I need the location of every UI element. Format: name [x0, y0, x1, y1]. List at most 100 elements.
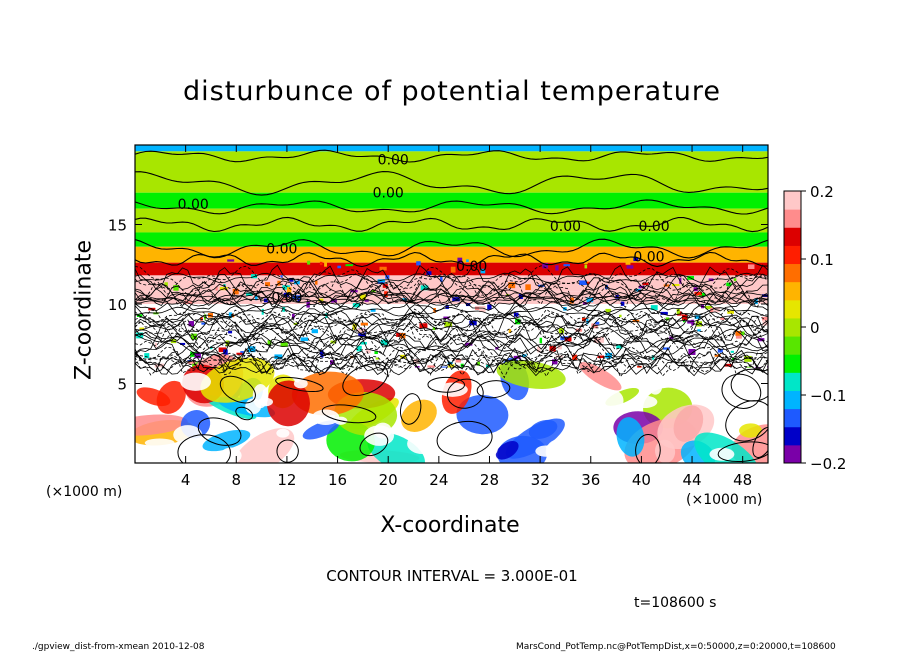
field-speckle	[477, 361, 480, 366]
time-stamp: t=108600 s	[634, 595, 717, 611]
field-speckle	[503, 281, 512, 285]
field-speckle	[466, 259, 469, 263]
field-speckle	[744, 355, 752, 362]
field-speckle	[136, 332, 144, 339]
field-speckle	[291, 313, 295, 319]
field-speckle	[337, 265, 342, 269]
field-swirl	[604, 390, 624, 411]
field-speckle	[698, 292, 706, 297]
field-layer	[135, 246, 768, 263]
field-speckle	[164, 282, 168, 287]
contour-line	[427, 376, 465, 393]
field-speckle	[300, 337, 309, 342]
field-swirl	[144, 438, 175, 448]
field-speckle	[419, 323, 428, 329]
colorbar-swatch	[784, 281, 801, 301]
field-speckle	[480, 268, 486, 274]
contour-line	[135, 353, 768, 375]
field-speckle	[194, 352, 201, 359]
colorbar-tick-label: 0.1	[810, 251, 834, 269]
field-speckle	[735, 330, 741, 336]
contour-line	[197, 417, 242, 446]
contour-line	[135, 318, 768, 339]
field-speckle	[413, 359, 420, 364]
field-swirl	[407, 433, 438, 455]
field-speckle	[724, 363, 733, 367]
x-tick-label: 28	[480, 471, 499, 489]
x-unit-label-left: (×1000 m)	[46, 484, 123, 500]
field-speckle	[662, 347, 670, 350]
field-speckle	[440, 276, 443, 282]
field-speckle	[197, 280, 203, 287]
field-speckle	[282, 285, 290, 290]
x-tick-label: 4	[181, 471, 191, 489]
field-speckle	[444, 321, 453, 327]
field-swirl	[293, 378, 308, 389]
field-speckle	[717, 348, 723, 353]
field-speckle	[673, 268, 680, 272]
colorbar-tick-label: −0.2	[810, 455, 846, 473]
field-speckle	[319, 350, 324, 355]
field-speckle	[286, 287, 292, 293]
contour-lines	[135, 149, 768, 463]
field-speckle	[539, 337, 543, 344]
field-speckle	[714, 354, 721, 357]
field-speckle	[384, 291, 388, 298]
contour-line	[476, 380, 511, 399]
field-speckle	[521, 354, 527, 357]
field-swirl	[232, 428, 295, 463]
field-speckle	[557, 344, 562, 350]
contour-line	[436, 420, 493, 457]
field-speckle	[564, 337, 572, 342]
field-speckle	[735, 333, 742, 339]
field-speckle	[374, 351, 378, 355]
contour-line	[135, 265, 768, 296]
field-speckle	[445, 305, 449, 309]
contour-line	[135, 335, 768, 368]
footer-script-name: ./gpview_dist-from-xmean 2010-12-08	[32, 642, 205, 652]
contour-line	[635, 433, 661, 463]
x-axis: 4 8 12 16 20 24 28 32 36 40 44 48	[181, 145, 752, 489]
chart-title: disturbunce of potential temperature	[183, 76, 721, 107]
field-speckle	[227, 259, 235, 262]
colorbar-swatch	[784, 317, 801, 337]
colorbar-tick-label: −0.1	[810, 387, 846, 405]
field-speckle	[650, 305, 658, 311]
field-speckle	[280, 342, 288, 347]
field-speckle	[318, 298, 324, 302]
field-speckle	[365, 349, 371, 354]
field-speckle	[370, 308, 376, 312]
contour-line	[135, 238, 768, 259]
field-speckle	[595, 321, 600, 325]
contour-line	[135, 272, 768, 284]
field-speckle	[432, 326, 436, 331]
field-speckle	[705, 305, 713, 310]
colorbar-tick-label: 0	[810, 319, 820, 337]
colorbar-swatch	[784, 299, 801, 319]
colorbar-tick-label: 0.2	[810, 183, 834, 201]
colorbar-swatch	[784, 336, 801, 355]
field-speckle	[360, 341, 367, 345]
field-speckle	[508, 329, 512, 333]
field-swirl	[135, 414, 188, 436]
field-speckle	[616, 344, 623, 349]
field-speckle	[537, 346, 541, 353]
field-speckle	[694, 315, 701, 319]
colorbar-swatch	[784, 263, 801, 283]
contour-line	[135, 199, 768, 215]
contour-line	[135, 334, 768, 358]
field-swirl	[579, 362, 622, 391]
field-layer	[135, 145, 768, 152]
colorbar-swatch	[784, 354, 801, 373]
field-speckle	[762, 320, 768, 326]
field-speckle	[154, 342, 157, 348]
colorbar-swatch	[784, 372, 801, 391]
colorbar: 0.2 0.1 0 −0.1 −0.2	[783, 183, 846, 473]
contour-line	[177, 434, 231, 463]
field-swirl	[173, 425, 203, 445]
field-swirl	[257, 397, 273, 407]
field-speckle	[552, 359, 558, 365]
colorbar-swatch	[784, 426, 801, 446]
contour-line	[135, 264, 768, 292]
field-speckle	[254, 295, 258, 301]
